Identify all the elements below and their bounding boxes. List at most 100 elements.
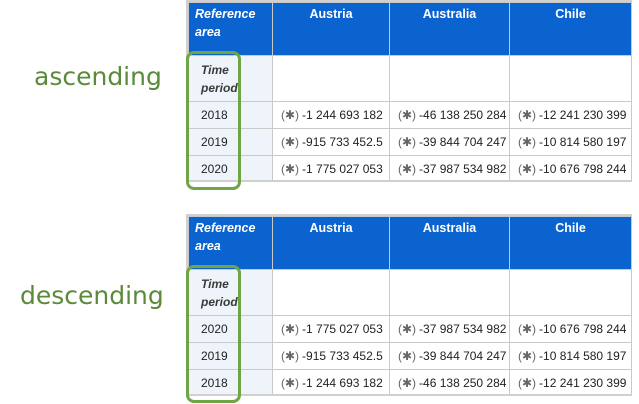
empty-cell <box>509 269 632 316</box>
reference-area-header[interactable]: Reference area <box>188 2 273 56</box>
year-cell: 2018 <box>188 101 273 129</box>
ascending-table-panel: Reference area Austria Australia Chile T… <box>186 0 632 182</box>
estimate-flag-icon[interactable]: (✱) <box>398 162 417 176</box>
year-cell: 2020 <box>188 315 273 343</box>
value-cell: (✱) -46 138 250 284 <box>389 369 510 394</box>
clipped-cell <box>631 369 632 394</box>
estimate-flag-icon[interactable]: (✱) <box>518 108 537 122</box>
estimate-flag-icon[interactable]: (✱) <box>518 349 537 363</box>
value-cell: (✱) -1 775 027 053 <box>272 155 390 180</box>
ascending-data-table: Reference area Austria Australia Chile T… <box>188 2 632 180</box>
clipped-cell <box>631 155 632 180</box>
table-row: 2020 (✱) -1 775 027 053 (✱) -37 987 534 98… <box>188 315 632 343</box>
estimate-flag-icon[interactable]: (✱) <box>281 322 300 336</box>
cell-value: -1 244 693 182 <box>302 108 383 122</box>
cell-value: -46 138 250 284 <box>419 108 507 122</box>
year-cell: 2019 <box>188 342 273 370</box>
value-cell: (✱) -10 814 580 197 <box>509 342 632 370</box>
estimate-flag-icon[interactable]: (✱) <box>281 135 300 149</box>
time-period-row: Time period <box>188 269 632 316</box>
value-cell: (✱) -39 844 704 247 <box>389 342 510 370</box>
column-header-austria[interactable]: Austria <box>272 2 390 56</box>
estimate-flag-icon[interactable]: (✱) <box>398 349 417 363</box>
ascending-label: ascending <box>34 62 162 91</box>
header-row: Reference area Austria Australia Chile <box>188 2 632 56</box>
table-row: 2020 (✱) -1 775 027 053 (✱) -37 987 534 98… <box>188 155 632 180</box>
table-row: 2018 (✱) -1 244 693 182 (✱) -46 138 250 28… <box>188 101 632 129</box>
column-header-clipped <box>631 216 632 270</box>
column-header-austria[interactable]: Austria <box>272 216 390 270</box>
empty-cell <box>389 269 510 316</box>
value-cell: (✱) -10 676 798 244 <box>509 315 632 343</box>
clipped-cell <box>631 101 632 129</box>
estimate-flag-icon[interactable]: (✱) <box>281 376 300 390</box>
cell-value: -1 775 027 053 <box>302 322 383 336</box>
empty-cell <box>389 55 510 102</box>
value-cell: (✱) -1 244 693 182 <box>272 369 390 394</box>
time-period-header[interactable]: Time period <box>188 55 273 102</box>
value-cell: (✱) -39 844 704 247 <box>389 128 510 156</box>
value-cell: (✱) -1 775 027 053 <box>272 315 390 343</box>
cell-value: -10 814 580 197 <box>539 349 627 363</box>
cell-value: -37 987 534 982 <box>419 162 507 176</box>
estimate-flag-icon[interactable]: (✱) <box>518 376 537 390</box>
cell-value: -39 844 704 247 <box>419 349 507 363</box>
empty-cell <box>631 55 632 102</box>
value-cell: (✱) -1 244 693 182 <box>272 101 390 129</box>
column-header-chile[interactable]: Chile <box>509 2 632 56</box>
value-cell: (✱) -10 676 798 244 <box>509 155 632 180</box>
estimate-flag-icon[interactable]: (✱) <box>518 162 537 176</box>
table-row: 2018 (✱) -1 244 693 182 (✱) -46 138 250 28… <box>188 369 632 394</box>
column-header-australia[interactable]: Australia <box>389 2 510 56</box>
year-cell: 2019 <box>188 128 273 156</box>
empty-cell <box>272 55 390 102</box>
cell-value: -915 733 452.5 <box>302 135 383 149</box>
cell-value: -1 244 693 182 <box>302 376 383 390</box>
empty-cell <box>272 269 390 316</box>
table-row: 2019 (✱) -915 733 452.5 (✱) -39 844 704 24… <box>188 342 632 370</box>
value-cell: (✱) -46 138 250 284 <box>389 101 510 129</box>
estimate-flag-icon[interactable]: (✱) <box>398 376 417 390</box>
cell-value: -39 844 704 247 <box>419 135 507 149</box>
reference-area-header[interactable]: Reference area <box>188 216 273 270</box>
cell-value: -1 775 027 053 <box>302 162 383 176</box>
cell-value: -10 676 798 244 <box>539 162 627 176</box>
estimate-flag-icon[interactable]: (✱) <box>398 108 417 122</box>
cell-value: -46 138 250 284 <box>419 376 507 390</box>
table-row: 2019 (✱) -915 733 452.5 (✱) -39 844 704 24… <box>188 128 632 156</box>
estimate-flag-icon[interactable]: (✱) <box>398 135 417 149</box>
descending-data-table: Reference area Austria Australia Chile T… <box>188 216 632 394</box>
column-header-clipped <box>631 2 632 56</box>
value-cell: (✱) -915 733 452.5 <box>272 128 390 156</box>
descending-table-panel: Reference area Austria Australia Chile T… <box>186 214 632 396</box>
year-cell: 2020 <box>188 155 273 180</box>
estimate-flag-icon[interactable]: (✱) <box>281 162 300 176</box>
estimate-flag-icon[interactable]: (✱) <box>518 322 537 336</box>
cell-value: -10 814 580 197 <box>539 135 627 149</box>
column-header-australia[interactable]: Australia <box>389 216 510 270</box>
estimate-flag-icon[interactable]: (✱) <box>281 108 300 122</box>
header-row: Reference area Austria Australia Chile <box>188 216 632 270</box>
year-cell: 2018 <box>188 369 273 394</box>
empty-cell <box>509 55 632 102</box>
value-cell: (✱) -37 987 534 982 <box>389 315 510 343</box>
estimate-flag-icon[interactable]: (✱) <box>518 135 537 149</box>
descending-label: descending <box>20 281 164 310</box>
estimate-flag-icon[interactable]: (✱) <box>398 322 417 336</box>
column-header-chile[interactable]: Chile <box>509 216 632 270</box>
cell-value: -12 241 230 399 <box>539 376 627 390</box>
estimate-flag-icon[interactable]: (✱) <box>281 349 300 363</box>
cell-value: -37 987 534 982 <box>419 322 507 336</box>
value-cell: (✱) -12 241 230 399 <box>509 369 632 394</box>
time-period-header[interactable]: Time period <box>188 269 273 316</box>
value-cell: (✱) -915 733 452.5 <box>272 342 390 370</box>
cell-value: -915 733 452.5 <box>302 349 383 363</box>
value-cell: (✱) -10 814 580 197 <box>509 128 632 156</box>
value-cell: (✱) -12 241 230 399 <box>509 101 632 129</box>
cell-value: -10 676 798 244 <box>539 322 627 336</box>
time-period-row: Time period <box>188 55 632 102</box>
empty-cell <box>631 269 632 316</box>
clipped-cell <box>631 315 632 343</box>
clipped-cell <box>631 128 632 156</box>
cell-value: -12 241 230 399 <box>539 108 627 122</box>
